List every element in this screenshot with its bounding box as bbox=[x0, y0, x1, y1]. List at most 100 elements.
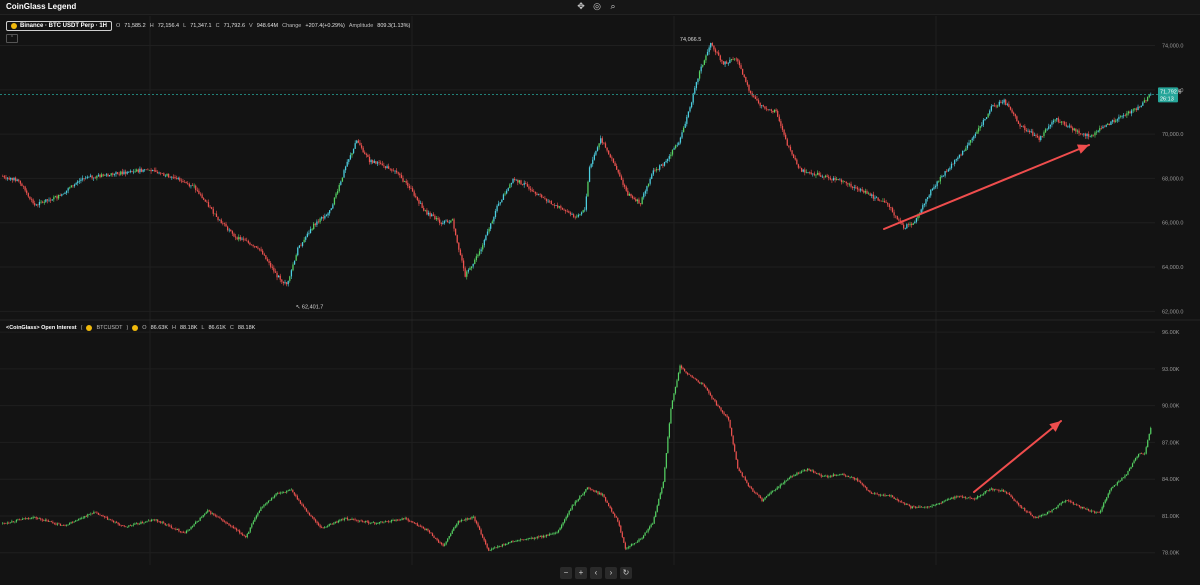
price-candle bbox=[167, 173, 170, 178]
oi-candle bbox=[1095, 511, 1097, 513]
camera-icon[interactable]: ◎ bbox=[593, 1, 601, 11]
oi-candle bbox=[140, 522, 142, 525]
price-candle bbox=[990, 106, 992, 111]
price-candle bbox=[426, 210, 428, 215]
price-candle bbox=[502, 194, 505, 200]
price-candle bbox=[820, 175, 822, 177]
oi-candle bbox=[934, 504, 936, 506]
oi-candle bbox=[1150, 427, 1152, 434]
low-value: 71,347.1 bbox=[190, 23, 212, 29]
oi-candle bbox=[270, 498, 273, 501]
oi-candle bbox=[474, 516, 476, 522]
price-candle bbox=[711, 43, 713, 46]
price-candle bbox=[144, 169, 146, 171]
price-candle bbox=[166, 173, 168, 176]
oi-candle bbox=[937, 503, 939, 505]
oi-candle bbox=[693, 377, 695, 379]
oi-candle bbox=[919, 506, 921, 508]
price-candle bbox=[542, 197, 544, 199]
search-icon[interactable]: ⌕ bbox=[610, 1, 616, 11]
oi-candle bbox=[972, 498, 974, 500]
price-candle bbox=[816, 172, 819, 175]
reset-chart-button[interactable]: ↻ bbox=[620, 567, 632, 579]
oi-candle bbox=[1115, 484, 1117, 486]
price-candle bbox=[171, 176, 173, 178]
oi-candle bbox=[773, 490, 775, 491]
price-candle bbox=[301, 242, 304, 246]
collapse-legend-button[interactable]: ⌃ bbox=[6, 34, 18, 43]
symbol-selector[interactable]: Binance · BTC USDT Perp · 1H bbox=[6, 21, 113, 31]
oi-candle bbox=[635, 542, 637, 544]
oi-candle bbox=[852, 476, 854, 479]
oi-candle bbox=[216, 515, 218, 517]
oi-candle bbox=[472, 516, 475, 518]
oi-candle bbox=[76, 520, 78, 522]
price-candle bbox=[431, 214, 433, 217]
price-candle bbox=[663, 161, 666, 166]
price-candle bbox=[1003, 99, 1005, 103]
price-candle bbox=[759, 103, 761, 106]
zoom-in-button[interactable]: + bbox=[575, 567, 587, 579]
price-candle bbox=[480, 249, 482, 252]
price-candle bbox=[1081, 133, 1083, 135]
price-candle bbox=[370, 160, 372, 163]
price-candle bbox=[813, 173, 816, 176]
oi-candle bbox=[756, 493, 759, 495]
price-candle bbox=[211, 207, 213, 209]
scroll-right-button[interactable]: › bbox=[605, 567, 617, 579]
price-candle bbox=[454, 228, 457, 236]
price-candle bbox=[274, 271, 277, 273]
price-candle bbox=[539, 194, 541, 195]
price-candle bbox=[962, 150, 964, 155]
price-tick-label: 64,000.0 bbox=[1162, 265, 1183, 271]
price-candle bbox=[1135, 108, 1138, 110]
price-candle bbox=[249, 242, 251, 245]
zoom-out-button[interactable]: − bbox=[560, 567, 572, 579]
price-candle bbox=[834, 178, 836, 180]
oi-candle bbox=[173, 528, 175, 530]
price-candle bbox=[169, 177, 171, 178]
oi-candle bbox=[90, 513, 92, 515]
price-candle bbox=[43, 201, 45, 203]
price-candle bbox=[290, 270, 293, 277]
oi-candle bbox=[401, 518, 403, 520]
oi-candle bbox=[345, 517, 347, 519]
price-candle bbox=[26, 190, 28, 194]
oi-candle bbox=[85, 516, 87, 517]
oi-candle bbox=[621, 532, 623, 538]
price-trend-arrow bbox=[883, 144, 1090, 230]
oi-candle bbox=[984, 491, 986, 494]
oi-candle bbox=[858, 481, 860, 482]
price-candle bbox=[131, 170, 133, 172]
oi-candle bbox=[1022, 508, 1024, 509]
oi-candle bbox=[981, 494, 983, 496]
oi-candle bbox=[928, 506, 930, 508]
oi-candle bbox=[292, 489, 294, 493]
oi-candle bbox=[989, 489, 991, 491]
oi-candle bbox=[293, 492, 295, 495]
oi-candle bbox=[226, 523, 229, 524]
oi-candle bbox=[609, 506, 611, 509]
price-candle bbox=[112, 173, 114, 175]
oi-candle bbox=[305, 508, 308, 512]
crosshair-icon[interactable]: ✥ bbox=[577, 1, 585, 11]
oi-candle bbox=[299, 500, 301, 504]
oi-candle bbox=[456, 523, 458, 527]
price-candle bbox=[571, 214, 573, 215]
oi-candle bbox=[605, 497, 607, 501]
price-candle bbox=[199, 193, 202, 195]
scroll-left-button[interactable]: ‹ bbox=[590, 567, 602, 579]
oi-candle bbox=[267, 500, 270, 503]
oi-candle bbox=[556, 532, 558, 533]
oi-candle bbox=[876, 493, 879, 495]
price-candle bbox=[48, 199, 50, 201]
oi-candle bbox=[333, 523, 335, 525]
oi-candle bbox=[113, 520, 115, 523]
oi-candle bbox=[1028, 511, 1030, 513]
oi-candle bbox=[1062, 501, 1064, 504]
price-candle bbox=[828, 176, 830, 178]
oi-candle bbox=[1033, 516, 1035, 518]
price-candle bbox=[714, 49, 717, 53]
oi-candle bbox=[240, 532, 242, 534]
